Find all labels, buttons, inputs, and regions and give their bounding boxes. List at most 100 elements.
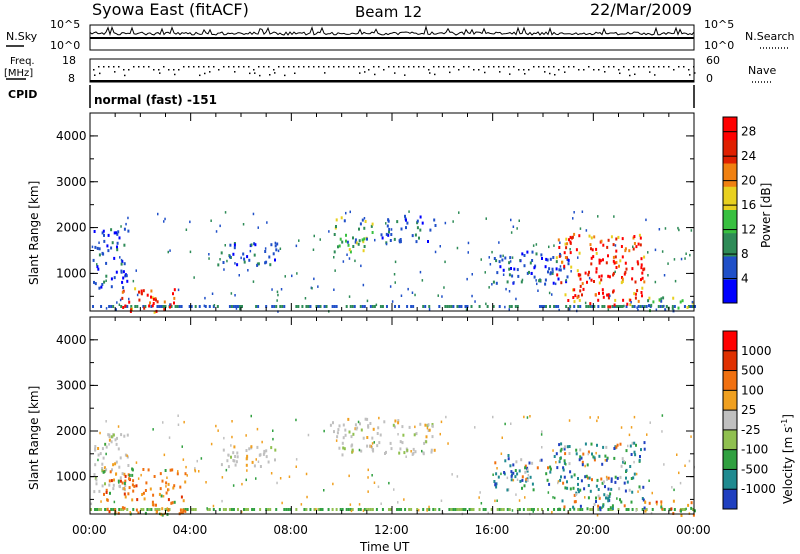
data-cell bbox=[177, 414, 179, 417]
data-cell bbox=[464, 508, 467, 511]
data-cell bbox=[112, 483, 115, 487]
data-cell bbox=[344, 428, 347, 432]
data-cell bbox=[362, 240, 365, 244]
data-cell bbox=[215, 424, 217, 428]
data-cell bbox=[164, 469, 167, 472]
data-cell bbox=[558, 443, 561, 447]
data-cell bbox=[295, 508, 298, 511]
colorbar-tick-label: 1000 bbox=[741, 344, 772, 358]
data-cell bbox=[597, 504, 600, 508]
data-cell bbox=[660, 299, 663, 303]
data-cell bbox=[519, 479, 522, 483]
data-cell bbox=[612, 290, 614, 294]
data-cell bbox=[110, 435, 113, 439]
data-cell bbox=[554, 496, 556, 500]
data-cell bbox=[664, 308, 667, 312]
data-cell bbox=[123, 243, 126, 247]
data-cell bbox=[465, 308, 468, 311]
data-cell bbox=[268, 255, 271, 259]
data-cell bbox=[155, 503, 157, 507]
data-cell bbox=[512, 471, 515, 475]
data-cell bbox=[110, 508, 113, 511]
data-cell bbox=[441, 295, 443, 298]
data-cell bbox=[253, 242, 256, 246]
data-cell bbox=[418, 236, 420, 240]
data-cell bbox=[597, 215, 599, 218]
data-cell bbox=[619, 442, 622, 446]
data-cell bbox=[504, 459, 507, 463]
data-cell bbox=[148, 304, 151, 308]
data-cell bbox=[169, 249, 171, 252]
data-cell bbox=[681, 299, 684, 303]
data-cell bbox=[371, 474, 373, 477]
data-cell bbox=[108, 438, 111, 442]
data-cell bbox=[151, 500, 154, 504]
data-cell bbox=[660, 297, 662, 300]
data-cell bbox=[643, 255, 646, 259]
data-cell bbox=[246, 454, 249, 458]
nave-dot bbox=[388, 66, 390, 68]
data-cell bbox=[135, 269, 137, 272]
data-cell bbox=[562, 468, 565, 472]
data-cell bbox=[640, 257, 643, 261]
data-cell bbox=[549, 257, 552, 261]
data-cell bbox=[291, 274, 293, 278]
data-cell bbox=[499, 254, 502, 258]
data-cell bbox=[683, 508, 686, 511]
data-cell bbox=[161, 479, 164, 483]
data-cell bbox=[123, 472, 126, 476]
data-cell bbox=[572, 288, 575, 292]
data-cell bbox=[257, 460, 260, 463]
data-cell bbox=[156, 508, 159, 511]
data-cell bbox=[338, 446, 341, 450]
data-cell bbox=[262, 452, 265, 456]
data-cell bbox=[355, 427, 358, 431]
data-cell bbox=[348, 295, 351, 298]
data-cell bbox=[264, 250, 267, 253]
data-cell bbox=[600, 239, 603, 243]
data-cell bbox=[388, 230, 390, 234]
data-cell bbox=[614, 480, 617, 484]
data-cell bbox=[635, 472, 638, 476]
data-cell bbox=[501, 258, 504, 262]
data-cell bbox=[182, 508, 184, 512]
data-cell bbox=[583, 487, 586, 491]
data-cell bbox=[366, 237, 368, 241]
data-cell bbox=[443, 286, 445, 289]
data-cell bbox=[247, 269, 249, 272]
data-cell bbox=[624, 489, 627, 493]
data-cell bbox=[421, 221, 424, 225]
colorbar-tick-label: 100 bbox=[741, 383, 764, 397]
data-cell bbox=[406, 305, 409, 308]
data-cell bbox=[267, 508, 270, 511]
data-cell bbox=[563, 505, 566, 509]
data-cell bbox=[401, 425, 404, 429]
data-cell bbox=[181, 511, 184, 515]
data-cell bbox=[596, 443, 598, 447]
data-cell bbox=[577, 508, 580, 511]
nave-dot bbox=[228, 66, 230, 68]
data-cell bbox=[591, 452, 593, 456]
nave-dot bbox=[168, 69, 170, 71]
data-cell bbox=[182, 458, 185, 461]
data-cell bbox=[523, 484, 526, 488]
colorbar-tick-label: 24 bbox=[741, 149, 756, 163]
data-cell bbox=[401, 441, 404, 445]
data-cell bbox=[349, 305, 352, 308]
data-cell bbox=[400, 294, 403, 297]
data-cell bbox=[152, 503, 155, 507]
data-cell bbox=[231, 435, 233, 439]
data-cell bbox=[641, 294, 643, 298]
data-cell bbox=[601, 288, 604, 292]
data-cell bbox=[640, 448, 642, 452]
data-cell bbox=[590, 262, 593, 266]
data-cell bbox=[462, 508, 465, 511]
data-cell bbox=[105, 420, 107, 423]
data-cell bbox=[540, 508, 543, 511]
data-cell bbox=[110, 440, 113, 444]
data-cell bbox=[93, 473, 96, 477]
data-cell bbox=[495, 472, 498, 476]
data-cell bbox=[411, 291, 414, 294]
